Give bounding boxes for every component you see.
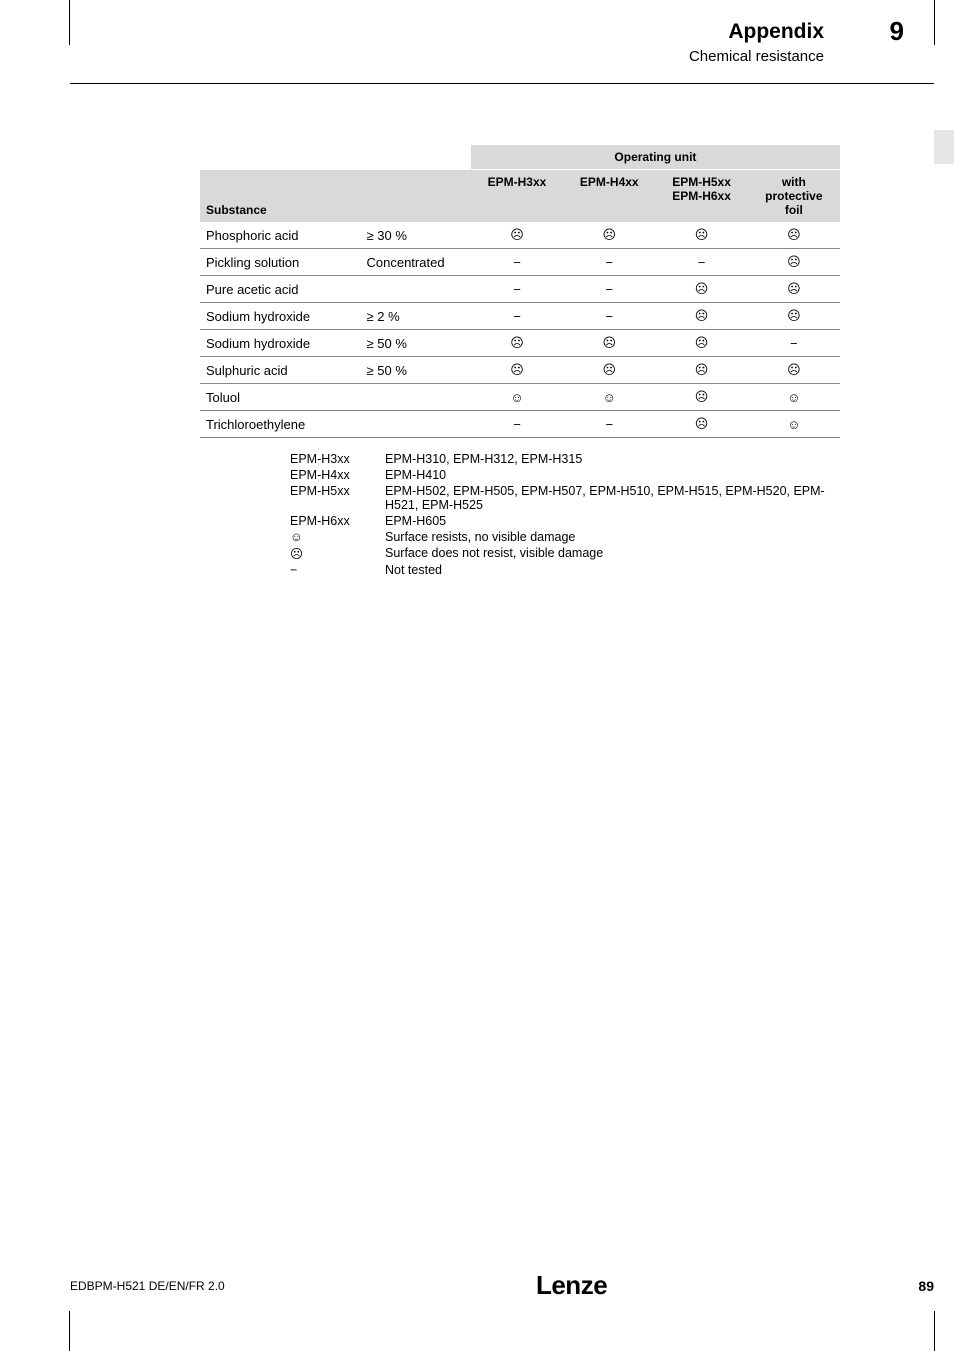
substance-name: Sodium hydroxide <box>200 303 361 330</box>
crop-mark-tl <box>0 0 70 45</box>
legend-key: EPM-H4xx <box>290 468 385 482</box>
side-tab <box>934 130 954 164</box>
resistance-cell: ☹ <box>471 222 563 249</box>
legend-key: − <box>290 563 385 577</box>
resistance-cell: ☹ <box>748 276 840 303</box>
resistance-cell: − <box>563 411 655 438</box>
legend-value: EPM-H410 <box>385 468 840 482</box>
resistance-cell: ☹ <box>748 249 840 276</box>
resistance-cell: ☹ <box>471 357 563 384</box>
page-number: 89 <box>918 1278 934 1294</box>
legend-row: −Not tested <box>290 563 840 577</box>
resistance-cell: ☹ <box>563 330 655 357</box>
page-footer: EDBPM-H521 DE/EN/FR 2.0 Lenze 89 <box>70 1270 934 1301</box>
resistance-cell: ☹ <box>655 330 747 357</box>
brand-logo: Lenze <box>536 1270 607 1301</box>
resistance-cell: ☺ <box>748 384 840 411</box>
resistance-cell: − <box>563 276 655 303</box>
resistance-cell: ☹ <box>748 222 840 249</box>
resistance-cell: ☺ <box>563 384 655 411</box>
legend-row: ☺Surface resists, no visible damage <box>290 530 840 544</box>
col-foil: with protective foil <box>748 170 840 223</box>
legend-row: EPM-H3xxEPM-H310, EPM-H312, EPM-H315 <box>290 452 840 466</box>
substance-condition <box>361 411 471 438</box>
legend-value: Surface resists, no visible damage <box>385 530 840 544</box>
page-title: Appendix <box>728 20 824 44</box>
col-h5xx-h6xx: EPM-H5xx EPM-H6xx <box>655 170 747 223</box>
chapter-number: 9 <box>890 16 904 47</box>
resistance-cell: − <box>563 303 655 330</box>
resistance-cell: − <box>471 411 563 438</box>
table-row: Toluol☺☺☹☺ <box>200 384 840 411</box>
resistance-cell: − <box>471 303 563 330</box>
substance-condition: ≥ 2 % <box>361 303 471 330</box>
resistance-cell: ☹ <box>563 222 655 249</box>
legend-key: EPM-H3xx <box>290 452 385 466</box>
table-row: Sulphuric acid≥ 50 %☹☹☹☹ <box>200 357 840 384</box>
table-row: Sodium hydroxide≥ 2 %−−☹☹ <box>200 303 840 330</box>
substance-condition <box>361 384 471 411</box>
resistance-cell: ☹ <box>748 303 840 330</box>
page-header: Appendix Chemical resistance 9 <box>70 14 934 84</box>
substance-condition <box>361 276 471 303</box>
legend-value: EPM-H310, EPM-H312, EPM-H315 <box>385 452 840 466</box>
table-body: Phosphoric acid≥ 30 %☹☹☹☹Pickling soluti… <box>200 222 840 438</box>
col-h4xx: EPM-H4xx <box>563 170 655 223</box>
table-row: Pure acetic acid−−☹☹ <box>200 276 840 303</box>
legend-row: ☹Surface does not resist, visible damage <box>290 546 840 561</box>
legend-value: EPM-H605 <box>385 514 840 528</box>
resistance-cell: ☹ <box>471 330 563 357</box>
legend-key: ☺ <box>290 530 385 544</box>
crop-mark-br <box>934 1311 954 1351</box>
resistance-cell: ☹ <box>655 411 747 438</box>
legend-value: Not tested <box>385 563 840 577</box>
legend-row: EPM-H4xxEPM-H410 <box>290 468 840 482</box>
resistance-cell: − <box>563 249 655 276</box>
resistance-cell: − <box>655 249 747 276</box>
substance-name: Toluol <box>200 384 361 411</box>
resistance-cell: ☹ <box>655 276 747 303</box>
table-row: Trichloroethylene−−☹☺ <box>200 411 840 438</box>
resistance-cell: ☺ <box>748 411 840 438</box>
legend: EPM-H3xxEPM-H310, EPM-H312, EPM-H315EPM-… <box>290 452 840 577</box>
substance-condition: ≥ 50 % <box>361 330 471 357</box>
substance-condition: Concentrated <box>361 249 471 276</box>
substance-name: Trichloroethylene <box>200 411 361 438</box>
legend-key: EPM-H5xx <box>290 484 385 512</box>
legend-key: ☹ <box>290 546 385 561</box>
legend-row: EPM-H6xxEPM-H605 <box>290 514 840 528</box>
operating-unit-header: Operating unit <box>471 145 840 170</box>
substance-name: Phosphoric acid <box>200 222 361 249</box>
legend-key: EPM-H6xx <box>290 514 385 528</box>
resistance-cell: ☹ <box>748 357 840 384</box>
substance-condition: ≥ 30 % <box>361 222 471 249</box>
crop-mark-tr <box>934 0 954 45</box>
resistance-cell: ☺ <box>471 384 563 411</box>
resistance-cell: − <box>471 276 563 303</box>
resistance-cell: ☹ <box>655 303 747 330</box>
resistance-cell: ☹ <box>655 222 747 249</box>
doc-id: EDBPM-H521 DE/EN/FR 2.0 <box>70 1279 225 1293</box>
legend-row: EPM-H5xxEPM-H502, EPM-H505, EPM-H507, EP… <box>290 484 840 512</box>
legend-value: Surface does not resist, visible damage <box>385 546 840 561</box>
table-row: Sodium hydroxide≥ 50 %☹☹☹− <box>200 330 840 357</box>
substance-condition: ≥ 50 % <box>361 357 471 384</box>
substance-name: Sodium hydroxide <box>200 330 361 357</box>
table-row: Phosphoric acid≥ 30 %☹☹☹☹ <box>200 222 840 249</box>
chemical-resistance-table: Operating unit Substance EPM-H3xx EPM-H4… <box>200 145 840 438</box>
resistance-cell: ☹ <box>563 357 655 384</box>
resistance-cell: ☹ <box>655 384 747 411</box>
substance-name: Sulphuric acid <box>200 357 361 384</box>
crop-mark-bl <box>0 1311 70 1351</box>
substance-header: Substance <box>200 170 361 223</box>
resistance-cell: − <box>471 249 563 276</box>
resistance-cell: ☹ <box>655 357 747 384</box>
page-subtitle: Chemical resistance <box>689 48 824 65</box>
table-row: Pickling solutionConcentrated−−−☹ <box>200 249 840 276</box>
col-h3xx: EPM-H3xx <box>471 170 563 223</box>
substance-name: Pickling solution <box>200 249 361 276</box>
legend-value: EPM-H502, EPM-H505, EPM-H507, EPM-H510, … <box>385 484 840 512</box>
substance-name: Pure acetic acid <box>200 276 361 303</box>
resistance-cell: − <box>748 330 840 357</box>
